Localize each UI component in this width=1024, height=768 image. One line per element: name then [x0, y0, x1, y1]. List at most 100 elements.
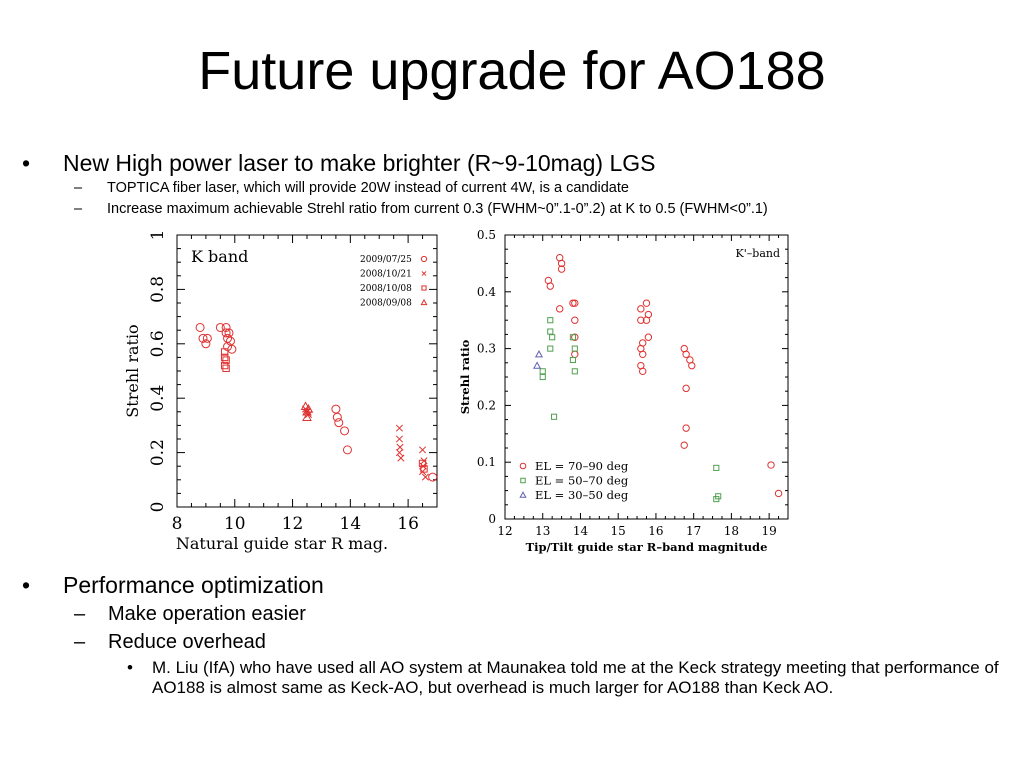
data-point-circle — [680, 441, 688, 449]
data-point-x — [395, 424, 403, 432]
data-point-circle — [688, 361, 696, 370]
x-axis-label: Tip/Tilt guide star R–band magnitude — [526, 540, 768, 554]
data-point-circle — [557, 265, 566, 273]
data-point-square — [713, 496, 720, 503]
dash-marker: – — [74, 631, 86, 653]
x-tick-label: 17 — [686, 524, 701, 538]
data-point-circle — [571, 299, 579, 307]
data-point-circle — [519, 462, 527, 470]
data-point-square — [222, 364, 230, 372]
legend-label: EL = 30–50 deg — [535, 488, 629, 502]
data-point-circle — [201, 339, 211, 349]
data-point-circle — [767, 461, 775, 469]
y-tick-label: 0.2 — [477, 398, 496, 412]
y-tick-label: 0.4 — [477, 285, 496, 299]
data-point-triangle — [534, 350, 544, 358]
data-point-x — [395, 449, 403, 457]
data-point-triangle — [303, 404, 314, 413]
x-stroke — [421, 473, 429, 481]
data-point-x — [421, 473, 429, 481]
y-tick-label: 0.8 — [148, 276, 168, 303]
data-point-square — [539, 368, 546, 375]
data-point-circle — [546, 282, 554, 290]
data-point-circle — [332, 412, 342, 422]
x-tick-label: 14 — [340, 514, 362, 534]
x-tick-label: 12 — [282, 514, 304, 534]
chart-title: K'–band — [736, 247, 780, 260]
x-stroke — [419, 446, 427, 454]
data-point-square — [569, 334, 576, 341]
kprime-band-strehl-chart: 12 13 14 15 16 17 18 19 0 0.1 0.2 0.3 0.4 0.5 Tip/Tilt… — [458, 228, 789, 554]
y-tick-label: 0 — [488, 512, 496, 526]
data-point-square — [220, 348, 229, 356]
y-tick-label: 0.3 — [477, 342, 496, 356]
data-point-circle — [569, 299, 577, 307]
data-point-circle — [215, 322, 225, 332]
data-point-circle — [774, 489, 783, 498]
data-point-circle — [195, 322, 205, 332]
x-tick-label: 16 — [648, 524, 663, 538]
data-point-circle — [644, 333, 653, 341]
legend-label: 2008/10/08 — [360, 284, 412, 294]
x-tick-label: 10 — [224, 514, 246, 534]
chart-title: K band — [191, 247, 248, 266]
bullet-text: New High power laser to make brighter (R… — [63, 150, 656, 176]
slide-title: Future upgrade for AO188 — [198, 41, 826, 101]
data-point-square — [571, 368, 578, 375]
sub-bullet-text: TOPTICA fiber laser, which will provide … — [107, 180, 629, 196]
sub-sub-bullet-text: M. Liu (IfA) who have used all AO system… — [152, 658, 999, 697]
data-point-x — [397, 454, 405, 462]
sub-bullet-text: Reduce overhead — [108, 631, 266, 653]
data-point-circle — [334, 418, 344, 428]
data-point-circle — [221, 328, 231, 338]
sub-bullet-text: Increase maximum achievable Strehl ratio… — [107, 201, 768, 217]
y-tick-label: 0.1 — [477, 455, 496, 469]
data-point-x — [421, 271, 427, 276]
y-axis-label: Strehl ratio — [123, 324, 142, 417]
x-stroke — [396, 443, 404, 451]
data-point-square — [539, 373, 546, 381]
data-point-circle — [331, 404, 341, 414]
x-stroke — [421, 271, 427, 276]
sub-bullet-text: Make operation easier — [108, 603, 306, 625]
data-point-circle — [202, 333, 212, 343]
y-tick-label: 0.6 — [148, 330, 168, 357]
data-point-triangle — [533, 361, 542, 369]
legend-label: EL = 70–90 deg — [535, 459, 629, 473]
data-point-square — [569, 356, 576, 364]
legend-label: 2008/09/08 — [360, 299, 412, 309]
y-tick-label: 0 — [148, 502, 168, 513]
data-point-square — [520, 477, 526, 484]
data-point-square — [549, 334, 556, 341]
x-stroke — [397, 454, 405, 462]
x-tick-label: 15 — [611, 524, 626, 538]
data-point-circle — [198, 333, 208, 343]
x-stroke — [395, 449, 403, 457]
legend-label: 2008/10/21 — [360, 270, 412, 280]
data-point-circle — [556, 305, 564, 313]
data-point-circle — [637, 316, 645, 324]
bullet-marker: • — [22, 150, 31, 176]
dash-marker: – — [74, 603, 86, 625]
data-point-square — [547, 328, 554, 335]
bullet-marker: • — [127, 658, 133, 677]
data-point-circle — [420, 255, 428, 263]
dash-marker: – — [74, 201, 83, 217]
data-point-square — [547, 345, 554, 352]
data-point-circle — [639, 350, 647, 358]
data-point-circle — [557, 259, 566, 268]
data-point-circle — [428, 472, 438, 482]
x-tick-label: 16 — [397, 514, 419, 534]
data-point-square — [222, 356, 230, 364]
y-tick-label: 0.5 — [477, 228, 496, 242]
legend-label: EL = 50–70 deg — [535, 474, 629, 488]
y-tick-label: 0.2 — [148, 439, 168, 466]
data-point-circle — [571, 333, 579, 341]
legend-label: 2009/07/25 — [360, 255, 412, 265]
y-tick-label: 1 — [148, 230, 168, 241]
x-tick-label: 12 — [497, 524, 512, 538]
k-band-strehl-chart: 8 10 12 14 16 0 0.2 0.4 0.6 0.8 1 Natural guide sta… — [123, 230, 438, 553]
data-point-circle — [340, 426, 350, 436]
data-point-circle — [571, 350, 579, 358]
data-point-x — [395, 435, 403, 443]
